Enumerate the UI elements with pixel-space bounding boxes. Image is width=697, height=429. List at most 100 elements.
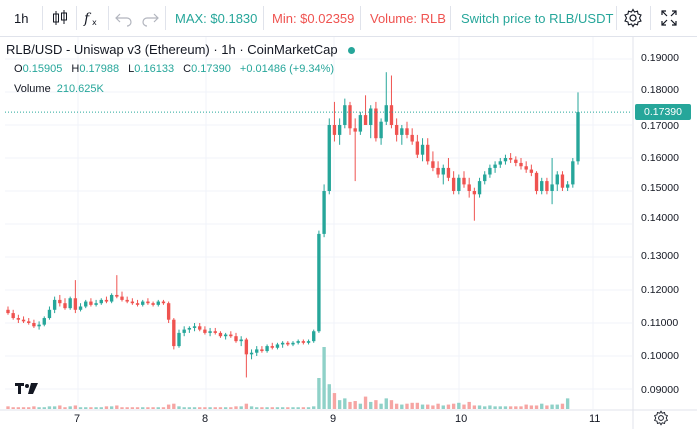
candle-body [467,184,471,191]
volume-bar [508,406,513,409]
candle-body [369,108,373,125]
volume-bar [322,347,326,409]
volume-bar [436,403,440,409]
volume-bar [410,402,414,409]
volume-bar [389,400,394,409]
volume-bar [115,405,119,409]
volume-bar [379,403,383,409]
volume-bar [369,401,373,409]
open-label: O [14,63,23,75]
candle-body [332,125,337,135]
volume-bar [286,407,290,409]
candle-body [239,339,243,342]
fx-indicators-icon[interactable]: f x [82,8,102,28]
volume-bar [109,406,114,409]
volume-bar [296,407,300,409]
candle-body [156,301,160,305]
candle-body [151,303,155,305]
volume-bar [229,407,233,409]
price-tick: 0.10000 [641,350,679,362]
candle-body [135,303,140,305]
candle-body [343,105,347,125]
volume-bar [21,407,26,409]
volume-bar [467,401,471,409]
volume-bar [239,406,243,409]
tradingview-logo[interactable] [14,380,40,398]
volume-toggle-button[interactable]: Volume: RLB [370,10,446,26]
axis-settings-icon[interactable] [653,410,669,426]
candle-body [426,144,430,162]
candle-body [249,352,254,355]
candle-body [99,299,103,304]
switch-price-button[interactable]: Switch price to RLB/USDT [461,10,614,26]
volume-bar [431,405,435,409]
candle-body [63,303,67,309]
price-tick: 0.09000 [641,384,679,396]
toolbar-divider [165,6,166,30]
price-tick: 0.13000 [641,250,679,262]
volume-bar [332,393,337,409]
volume-bar [166,404,171,409]
candle-body [166,303,171,320]
candle-body [436,167,440,175]
volume-bar [63,407,67,409]
candle-body [400,128,404,135]
volume-bar [192,407,197,409]
candle-body [255,349,259,353]
candle-body [58,299,62,304]
interval-button[interactable]: 1h [14,10,29,26]
candle-body [296,341,300,343]
volume-bar [161,407,166,409]
volume-bar [208,407,212,409]
candle-body [109,294,114,302]
toolbar-divider [42,6,43,30]
volume-bar [104,406,109,409]
volume-bar [151,407,155,409]
volume-bar [213,407,217,409]
candle-body [94,303,98,305]
candle-body [493,164,497,168]
market-status-dot [347,47,355,55]
candle-body [306,341,311,343]
candle-body [6,309,10,314]
toolbar-divider [76,6,77,30]
volume-bar [249,406,254,409]
volume-bar [384,398,388,409]
candle-body [244,339,249,355]
price-chart[interactable] [0,37,697,429]
volume-bar [317,378,321,409]
volume-bar [483,406,487,409]
volume-legend-value: 210.625K [56,83,104,95]
volume-bar [187,407,192,409]
volume-bar [73,405,78,409]
volume-bar [37,407,41,409]
volume-bar [363,396,368,409]
volume-bar [16,407,21,409]
volume-bar [415,402,420,409]
candle-body [141,301,145,305]
price-tick: 0.11000 [641,317,679,329]
candle-body [223,334,228,337]
low-value: 0.16133 [134,63,175,75]
gear-icon[interactable] [623,8,643,28]
volume-bar [343,398,347,409]
redo-icon[interactable] [140,8,160,28]
candle-body [431,161,435,168]
candle-body [27,321,31,323]
volume-bar [27,407,31,409]
candle-body [182,329,186,333]
candle-body [524,166,528,170]
volume-bar [514,406,518,409]
undo-icon[interactable] [114,8,134,28]
candle-body [42,318,46,325]
svg-text:x: x [92,18,97,27]
time-tick: 8 [202,413,209,425]
volume-bar [493,406,497,409]
candle-body [519,162,523,167]
volume-bar [130,407,135,409]
candles-icon[interactable] [50,8,70,28]
ohlc-legend: O0.15905 H0.17988 L0.16133 C0.17390 +0.0… [14,63,334,75]
candle-body [488,167,492,175]
candle-body [208,331,212,333]
fullscreen-icon[interactable] [659,8,679,28]
